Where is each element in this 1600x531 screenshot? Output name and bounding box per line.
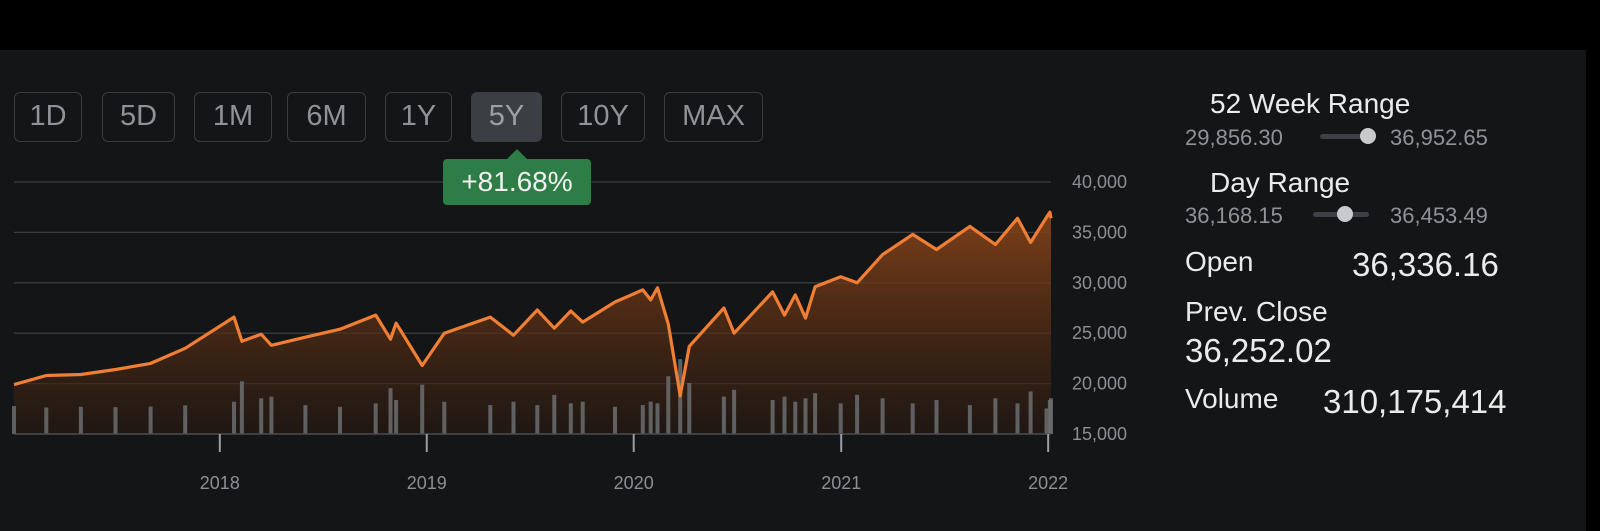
volume-bar <box>259 398 264 434</box>
prev-close-label: Prev. Close <box>1185 296 1328 327</box>
volume-bar <box>183 405 188 434</box>
quote-panel: 1D 5D 1M 6M 1Y 5Y 10Y MAX 40,000 35,000 30… <box>0 50 1586 531</box>
range-button-6m[interactable]: 6M <box>287 92 366 142</box>
volume-bar <box>394 400 399 434</box>
volume-bar <box>1015 403 1020 434</box>
volume-bar <box>613 406 617 434</box>
volume-bar <box>568 403 573 434</box>
volume-bar <box>269 396 274 434</box>
volume-bar <box>813 393 818 434</box>
range-button-5y[interactable]: 5Y <box>471 92 542 142</box>
volume-bars <box>12 359 1053 434</box>
volume-bar <box>148 406 153 434</box>
price-area <box>14 212 1051 434</box>
volume-bar <box>535 405 540 434</box>
day-slider-knob <box>1337 206 1354 222</box>
volume-bar <box>648 401 653 434</box>
volume-bar <box>78 406 83 434</box>
range-button-1y[interactable]: 1Y <box>385 92 452 142</box>
volume-bar <box>1028 391 1033 434</box>
day-high: 36,453.49 <box>1390 203 1488 228</box>
volume-bar <box>782 396 787 434</box>
change-percentage-badge: +81.68% <box>443 159 591 205</box>
y-tick-label: 30,000 <box>1072 273 1127 293</box>
volume-label: Volume <box>1185 383 1279 414</box>
volume-bar <box>910 403 915 434</box>
range-button-max[interactable]: MAX <box>664 92 763 142</box>
volume-bar <box>793 401 798 434</box>
volume-bar <box>967 405 972 434</box>
volume-bar <box>687 383 692 434</box>
volume-bar <box>580 401 585 434</box>
volume-bar <box>934 400 939 434</box>
y-tick-label: 25,000 <box>1072 323 1127 343</box>
volume-bar <box>770 400 775 434</box>
volume-bar <box>232 401 236 434</box>
volume-bar <box>732 389 737 434</box>
y-tick-label: 20,000 <box>1072 374 1127 394</box>
week52-range-label: 52 Week Range <box>1210 88 1411 119</box>
range-button-1m[interactable]: 1M <box>194 92 272 142</box>
volume-bar <box>880 398 885 434</box>
volume-bar <box>552 394 557 434</box>
volume-value: 310,175,414 <box>1323 383 1507 420</box>
range-button-5d[interactable]: 5D <box>102 92 175 142</box>
volume-bar <box>12 406 16 434</box>
volume-bar <box>44 407 49 434</box>
volume-bar <box>855 394 860 434</box>
volume-bar <box>838 403 843 434</box>
week52-slider-track <box>1320 134 1376 139</box>
x-tick-label: 2021 <box>821 473 861 493</box>
volume-bar <box>488 405 493 434</box>
y-axis: 40,000 35,000 30,000 25,000 20,000 15,000 <box>1072 172 1127 444</box>
open-value: 36,336.16 <box>1352 246 1499 283</box>
x-tick-label: 2020 <box>614 473 654 493</box>
volume-bar <box>640 405 645 434</box>
volume-bar <box>1049 398 1053 434</box>
open-label: Open <box>1185 246 1254 277</box>
volume-bar <box>721 396 726 434</box>
volume-bar <box>303 405 308 434</box>
volume-bar <box>655 403 660 434</box>
week52-high: 36,952.65 <box>1390 125 1488 150</box>
badge-pointer <box>507 149 527 159</box>
week52-slider-knob <box>1360 128 1377 144</box>
price-chart[interactable]: 40,000 35,000 30,000 25,000 20,000 15,000 201… <box>0 50 1160 531</box>
x-axis: 2018 2019 2020 2021 2022 <box>200 434 1068 493</box>
volume-bar <box>373 403 378 434</box>
x-tick-label: 2018 <box>200 473 240 493</box>
week52-low: 29,856.30 <box>1185 125 1283 150</box>
volume-bar <box>511 401 516 434</box>
range-button-10y[interactable]: 10Y <box>561 92 645 142</box>
volume-bar <box>420 384 425 434</box>
day-low: 36,168.15 <box>1185 203 1283 228</box>
y-tick-label: 40,000 <box>1072 172 1127 192</box>
volume-bar <box>338 406 342 434</box>
price-line <box>13 210 1053 398</box>
y-tick-label: 15,000 <box>1072 424 1127 444</box>
volume-bar <box>993 398 998 434</box>
volume-bar <box>1044 408 1049 434</box>
volume-bar <box>113 407 118 434</box>
day-range-label: Day Range <box>1210 167 1351 198</box>
volume-bar <box>239 381 244 434</box>
volume-bar <box>388 388 393 434</box>
y-tick-label: 35,000 <box>1072 222 1127 242</box>
x-tick-label: 2022 <box>1028 473 1068 493</box>
volume-bar <box>803 398 808 434</box>
volume-bar <box>442 401 447 434</box>
x-tick-label: 2019 <box>407 473 447 493</box>
prev-close-value: 36,252.02 <box>1185 332 1332 369</box>
volume-bar <box>666 376 671 434</box>
range-button-1d[interactable]: 1D <box>14 92 82 142</box>
